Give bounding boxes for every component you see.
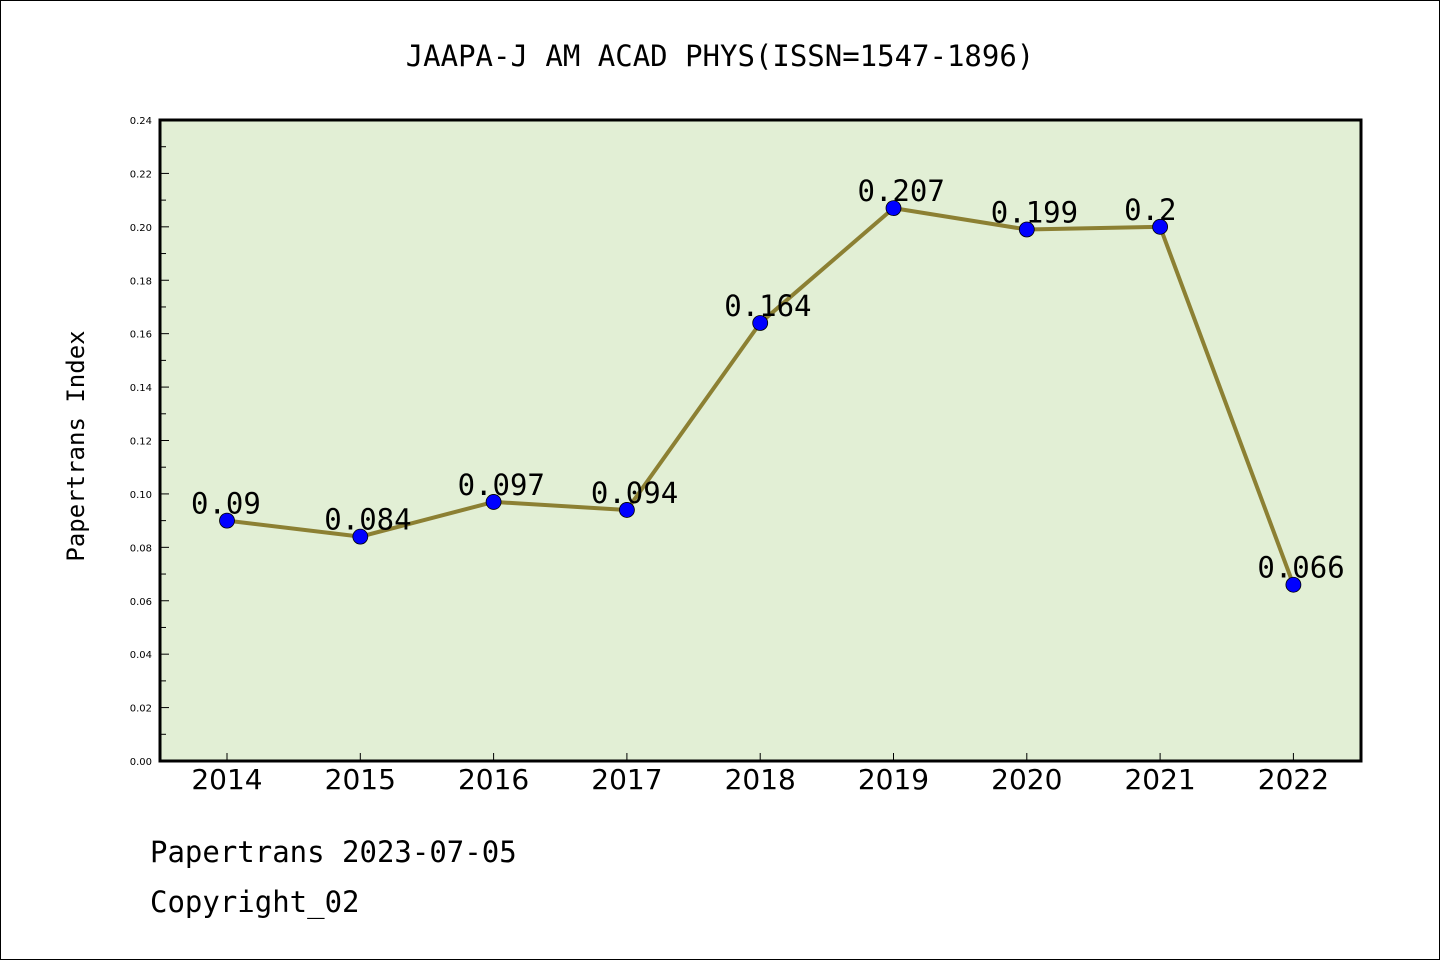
x-tick-label: 2014 — [191, 763, 262, 796]
data-point-marker — [219, 512, 235, 529]
x-tick-label: 2020 — [991, 763, 1062, 796]
data-point-marker — [1285, 576, 1302, 593]
data-label: 0.199 — [991, 196, 1078, 230]
x-tick-label: 2015 — [325, 763, 396, 796]
y-tick-label: 0.20 — [130, 223, 152, 234]
x-tick-label: 2021 — [1124, 763, 1195, 796]
x-tick-label: 2019 — [858, 763, 929, 796]
y-axis-label: Papertrans Index — [62, 330, 90, 561]
x-tick-label: 2017 — [591, 763, 662, 796]
y-tick-label: 0.22 — [130, 169, 152, 180]
y-tick-label: 0.02 — [130, 704, 152, 715]
data-label: 0.084 — [324, 503, 411, 537]
data-label: 0.09 — [191, 487, 261, 521]
data-point-marker — [485, 494, 502, 510]
data-label: 0.164 — [724, 289, 811, 323]
data-point-marker — [1152, 218, 1168, 235]
footer-source: Papertrans 2023-07-05 — [150, 835, 517, 869]
y-tick-label: 0.18 — [130, 276, 152, 287]
data-point-marker — [619, 502, 635, 518]
data-label-group: 0.09 0.084 0.097 0.094 0.164 0.207 0.199 0.2 0.0… — [191, 174, 1345, 585]
data-label: 0.2 — [1124, 193, 1176, 227]
footer-copyright: Copyright_02 — [150, 885, 360, 919]
y-tick-label: 0.08 — [130, 543, 152, 554]
data-point-marker — [752, 315, 769, 331]
x-tick-label: 2018 — [725, 763, 796, 796]
data-label: 0.094 — [591, 476, 678, 510]
x-tick-label: 2022 — [1258, 763, 1329, 796]
y-tick-label: 0.24 — [130, 116, 152, 127]
data-label: 0.066 — [1257, 551, 1344, 585]
y-axis: 0.00 0.02 0.04 0.06 0.08 0.10 0.12 0.14 0.16 0.18… — [130, 116, 169, 768]
y-tick-label: 0.06 — [130, 597, 152, 608]
y-tick-label: 0.14 — [130, 383, 152, 394]
chart-title: JAAPA-J AM ACAD PHYS(ISSN=1547-1896) — [406, 39, 1035, 73]
y-tick-label: 0.00 — [130, 757, 152, 768]
data-point-marker — [885, 200, 902, 217]
y-tick-label: 0.16 — [130, 330, 152, 341]
plot-area — [158, 118, 1363, 763]
y-tick-label: 0.04 — [130, 650, 152, 661]
series-line-group — [219, 200, 1302, 593]
y-tick-label: 0.10 — [130, 490, 152, 501]
data-point-marker — [1018, 221, 1035, 238]
y-tick-label: 0.12 — [130, 437, 152, 448]
x-axis: 2014 2015 2016 2017 2018 2019 2020 2021 2022 — [191, 753, 1329, 796]
x-tick-label: 2016 — [458, 763, 529, 796]
data-label: 0.207 — [858, 174, 945, 208]
data-label: 0.097 — [458, 468, 545, 502]
data-point-marker — [352, 528, 369, 545]
